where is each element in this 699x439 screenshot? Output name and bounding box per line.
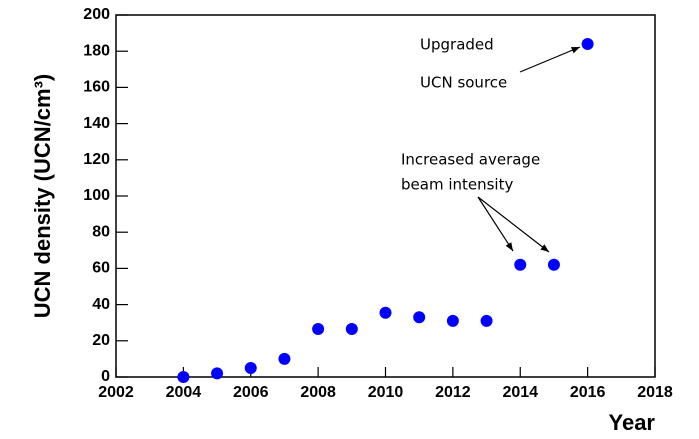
x-axis-title: Year [609, 410, 656, 435]
data-point [345, 323, 358, 336]
x-tick-label: 2012 [435, 384, 471, 401]
y-axis-title: UCN density (UCN/cm³) [30, 74, 55, 318]
y-tick-label: 120 [83, 151, 110, 168]
data-point [177, 371, 190, 383]
plot-frame [115, 14, 656, 378]
y-tick-label: 0 [101, 368, 110, 385]
y-tick-label: 60 [92, 260, 110, 277]
annotation-arrow [477, 196, 550, 253]
x-tick-label: 2016 [570, 384, 606, 401]
data-point [312, 323, 325, 336]
x-tick-label: 2002 [98, 384, 134, 401]
annotation-arrow [519, 46, 581, 73]
y-tick-label: 140 [83, 115, 110, 132]
annotation: UCN source [420, 74, 507, 92]
annotation: beam intensity [401, 176, 513, 194]
y-tick-label: 200 [83, 6, 110, 23]
x-tick-label: 2010 [368, 384, 404, 401]
x-tick-label: 2018 [637, 384, 673, 401]
data-point [379, 306, 392, 319]
annotation: Increased average [401, 151, 540, 169]
data-point [514, 258, 527, 271]
x-tick-label: 2014 [502, 384, 538, 401]
y-tick-label: 180 [83, 42, 110, 59]
data-point [244, 361, 257, 374]
data-point [446, 314, 459, 327]
data-point [278, 352, 291, 365]
y-tick-label: 80 [92, 223, 110, 240]
x-tick-label: 2006 [233, 384, 269, 401]
data-point [211, 367, 224, 380]
y-tick-label: 40 [92, 296, 110, 313]
data-point [547, 258, 560, 271]
y-tick-label: 160 [83, 79, 110, 96]
annotation-arrow [477, 196, 514, 252]
x-tick-label: 2008 [300, 384, 336, 401]
y-tick-label: 100 [83, 187, 110, 204]
y-tick-label: 20 [92, 332, 110, 349]
data-point [413, 311, 426, 324]
data-point [581, 37, 594, 50]
annotation: Upgraded [420, 36, 494, 54]
data-point [480, 314, 493, 327]
x-tick-label: 2004 [166, 384, 202, 401]
